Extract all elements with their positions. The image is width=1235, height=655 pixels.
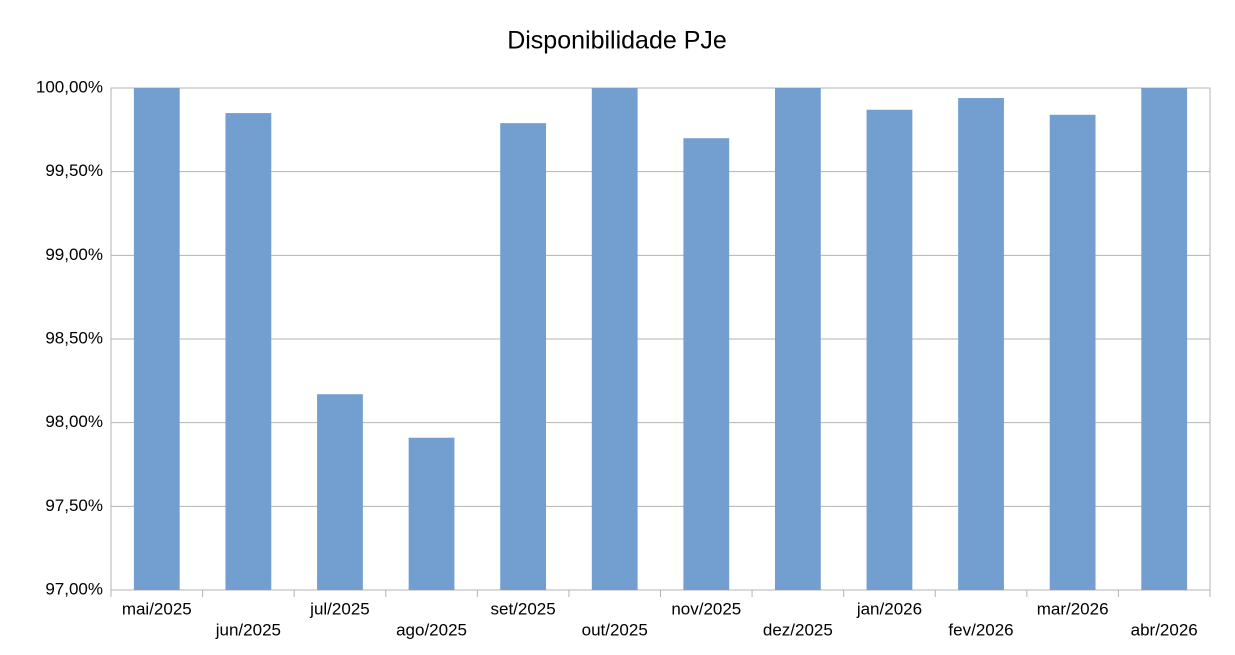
x-tick-label: jan/2026 (856, 599, 922, 618)
x-tick-label: fev/2026 (948, 620, 1013, 639)
y-tick-label: 99,50% (45, 161, 103, 180)
bar (1049, 114, 1096, 591)
y-tick-label: 97,00% (45, 579, 103, 598)
bar (591, 88, 638, 590)
bar (774, 88, 821, 590)
y-tick-label: 98,50% (45, 328, 103, 347)
y-tick-label: 98,00% (45, 412, 103, 431)
x-tick-label: ago/2025 (396, 620, 467, 639)
bar (683, 138, 730, 590)
x-tick-label: jul/2025 (309, 599, 370, 618)
bar (408, 437, 455, 590)
x-tick-label: jun/2025 (215, 620, 281, 639)
bar (1141, 88, 1188, 590)
x-tick-label: abr/2026 (1131, 620, 1198, 639)
x-tick-label: nov/2025 (671, 599, 741, 618)
x-tick-label: mar/2026 (1037, 599, 1109, 618)
x-tick-label: set/2025 (491, 599, 556, 618)
x-tick-label: mai/2025 (122, 599, 192, 618)
bar (133, 88, 180, 590)
y-tick-label: 97,50% (45, 496, 103, 515)
y-tick-label: 99,00% (45, 245, 103, 264)
bar (866, 109, 913, 591)
bar (317, 394, 363, 590)
y-tick-label: 100,00% (36, 77, 103, 96)
x-tick-label: out/2025 (582, 620, 648, 639)
chart-title: Disponibilidade PJe (507, 27, 727, 55)
bar (500, 123, 547, 590)
bar (958, 98, 1004, 590)
bar (225, 113, 272, 590)
x-tick-label: dez/2025 (763, 620, 833, 639)
